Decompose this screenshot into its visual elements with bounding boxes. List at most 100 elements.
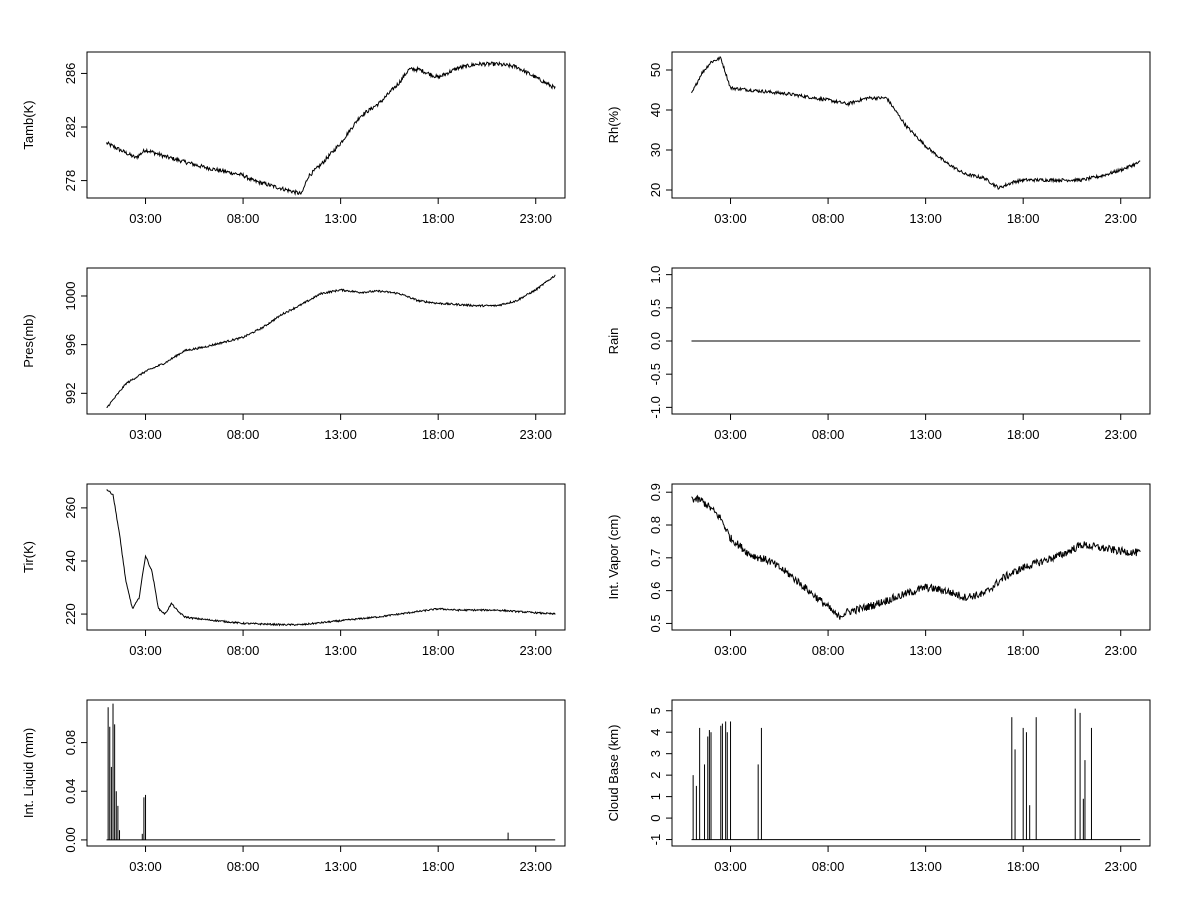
series-line-1 — [691, 494, 1141, 620]
x-tick-label: 03:00 — [714, 859, 747, 874]
x-tick-label: 08:00 — [812, 427, 845, 442]
x-tick-label: 18:00 — [422, 643, 455, 658]
y-axis-label: Int. Liquid (mm) — [21, 728, 36, 818]
y-tick-label: -0.5 — [648, 363, 663, 385]
panel-5: 03:00 08:00 13:00 18:00 23:00 220 240 260 Tir(K) — [21, 483, 566, 658]
y-axis-label: Rh(%) — [606, 107, 621, 144]
x-tick-label: 03:00 — [129, 211, 162, 226]
x-tick-label: 03:00 — [129, 859, 162, 874]
y-axis-label: Tamb(K) — [21, 100, 36, 149]
x-tick-label: 18:00 — [422, 859, 455, 874]
y-tick-label: 0.8 — [648, 516, 663, 534]
y-tick-label: 1 — [648, 793, 663, 800]
panel-7: 03:00 08:00 13:00 18:00 23:00 0.00 0.04 0.08 Int… — [21, 699, 566, 874]
y-tick-label: 40 — [648, 103, 663, 117]
y-tick-label: 0.6 — [648, 582, 663, 600]
x-tick-label: 03:00 — [714, 427, 747, 442]
y-tick-label: 286 — [63, 63, 78, 85]
y-tick-label: -1.0 — [648, 396, 663, 418]
plot-frame — [86, 483, 566, 631]
y-tick-label: -1 — [648, 834, 663, 846]
x-tick-label: 23:00 — [519, 643, 552, 658]
series-line-1 — [106, 489, 556, 627]
y-tick-label: 240 — [63, 550, 78, 572]
y-axis-label: Pres(mb) — [21, 314, 36, 367]
panel-6: 03:00 08:00 13:00 18:00 23:00 0.5 0.6 0.7 0.8 0.9… — [606, 483, 1151, 658]
x-tick-label: 13:00 — [909, 427, 942, 442]
x-tick-label: 08:00 — [227, 859, 260, 874]
x-tick-label: 08:00 — [812, 211, 845, 226]
y-tick-label: 0.04 — [63, 779, 78, 804]
y-tick-label: 992 — [63, 382, 78, 404]
y-axis-label: Int. Vapor (cm) — [606, 514, 621, 599]
y-tick-label: 0.5 — [648, 299, 663, 317]
y-tick-label: 30 — [648, 143, 663, 157]
y-tick-label: 996 — [63, 334, 78, 356]
x-tick-label: 08:00 — [812, 859, 845, 874]
y-tick-label: 2 — [648, 772, 663, 779]
panel-3: 03:00 08:00 13:00 18:00 23:00 992 996 1000 Pres(… — [21, 267, 566, 442]
x-tick-label: 18:00 — [1007, 859, 1040, 874]
x-tick-label: 23:00 — [1104, 859, 1137, 874]
y-tick-label: 50 — [648, 63, 663, 77]
x-tick-label: 23:00 — [519, 859, 552, 874]
series-line-1 — [691, 55, 1141, 190]
x-tick-label: 08:00 — [227, 211, 260, 226]
x-tick-label: 03:00 — [129, 427, 162, 442]
y-tick-label: 5 — [648, 707, 663, 714]
x-tick-label: 08:00 — [227, 643, 260, 658]
y-tick-label: 0.00 — [63, 827, 78, 852]
series-line-1 — [106, 274, 556, 408]
x-tick-label: 08:00 — [812, 643, 845, 658]
y-tick-label: 0.9 — [648, 483, 663, 501]
x-tick-label: 13:00 — [324, 211, 357, 226]
y-tick-label: 4 — [648, 729, 663, 736]
x-tick-label: 18:00 — [1007, 643, 1040, 658]
x-tick-label: 23:00 — [1104, 427, 1137, 442]
panel-8: 03:00 08:00 13:00 18:00 23:00 -1 0 1 2 3 4 5 Cloud B… — [606, 699, 1151, 874]
y-axis-label: Rain — [606, 328, 621, 355]
x-tick-label: 03:00 — [714, 643, 747, 658]
x-tick-label: 23:00 — [1104, 643, 1137, 658]
x-tick-label: 18:00 — [422, 211, 455, 226]
y-tick-label: 3 — [648, 750, 663, 757]
x-tick-label: 18:00 — [422, 427, 455, 442]
y-tick-label: 1.0 — [648, 266, 663, 284]
x-tick-label: 13:00 — [909, 859, 942, 874]
plot-frame — [86, 267, 566, 415]
y-tick-label: 0.0 — [648, 332, 663, 350]
x-tick-label: 03:00 — [714, 211, 747, 226]
x-tick-label: 13:00 — [324, 859, 357, 874]
y-tick-label: 260 — [63, 497, 78, 519]
x-tick-label: 18:00 — [1007, 211, 1040, 226]
y-tick-label: 220 — [63, 603, 78, 625]
x-tick-label: 23:00 — [1104, 211, 1137, 226]
x-tick-label: 13:00 — [324, 427, 357, 442]
series-line-1 — [106, 60, 556, 196]
x-tick-label: 23:00 — [519, 211, 552, 226]
y-tick-label: 0.7 — [648, 549, 663, 567]
y-tick-label: 0.5 — [648, 614, 663, 632]
y-tick-label: 1000 — [63, 282, 78, 311]
y-axis-label: Cloud Base (km) — [606, 725, 621, 822]
plot-frame — [86, 699, 566, 847]
x-tick-label: 18:00 — [1007, 427, 1040, 442]
x-tick-label: 23:00 — [519, 427, 552, 442]
plot-frame — [671, 51, 1151, 199]
x-tick-label: 13:00 — [909, 643, 942, 658]
y-axis-label: Tir(K) — [21, 541, 36, 573]
x-tick-label: 13:00 — [909, 211, 942, 226]
y-tick-label: 278 — [63, 170, 78, 192]
x-tick-label: 13:00 — [324, 643, 357, 658]
x-tick-label: 08:00 — [227, 427, 260, 442]
y-tick-label: 0 — [648, 814, 663, 821]
y-tick-label: 20 — [648, 183, 663, 197]
plot-frame — [671, 483, 1151, 631]
y-tick-label: 282 — [63, 116, 78, 138]
panel-4: 03:00 08:00 13:00 18:00 23:00 -1.0 -0.5 0.0 0.5 1… — [606, 266, 1151, 442]
panel-1: 03:00 08:00 13:00 18:00 23:00 278 282 286 Tamb(K… — [21, 51, 566, 226]
y-tick-label: 0.08 — [63, 730, 78, 755]
panel-2: 03:00 08:00 13:00 18:00 23:00 20 30 40 50 Rh(%) — [606, 51, 1151, 226]
